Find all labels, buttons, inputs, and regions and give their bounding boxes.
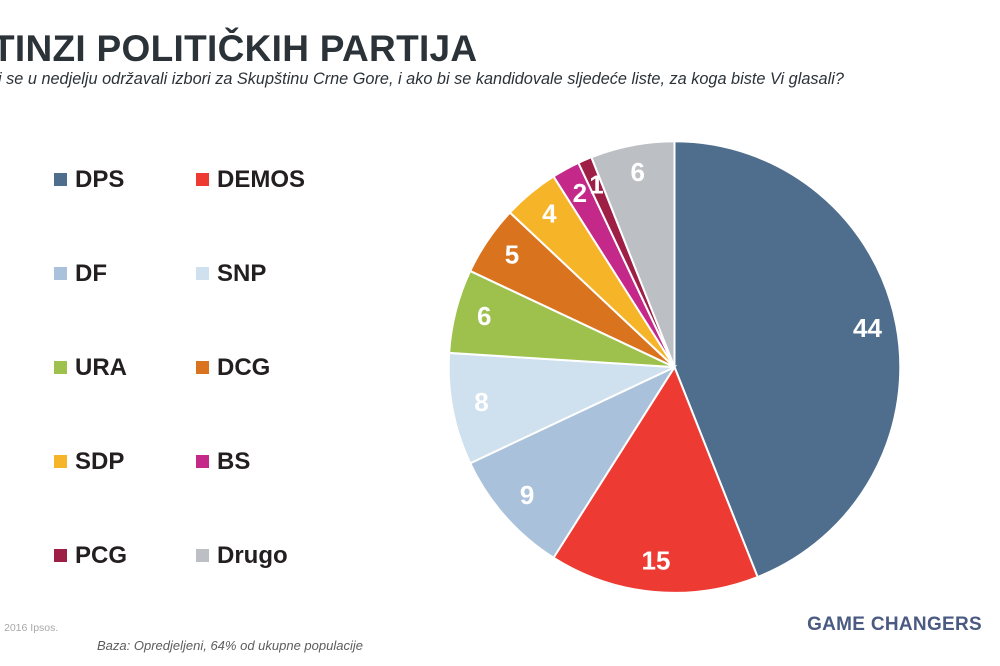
svg-text:5: 5 [505,240,519,270]
svg-text:2: 2 [573,178,587,208]
svg-text:44: 44 [853,313,882,343]
svg-text:6: 6 [630,157,644,187]
svg-text:6: 6 [477,301,491,331]
svg-text:1: 1 [589,170,603,200]
svg-text:9: 9 [520,480,534,510]
svg-text:15: 15 [642,546,671,576]
svg-text:8: 8 [474,387,488,417]
svg-text:4: 4 [542,199,557,229]
